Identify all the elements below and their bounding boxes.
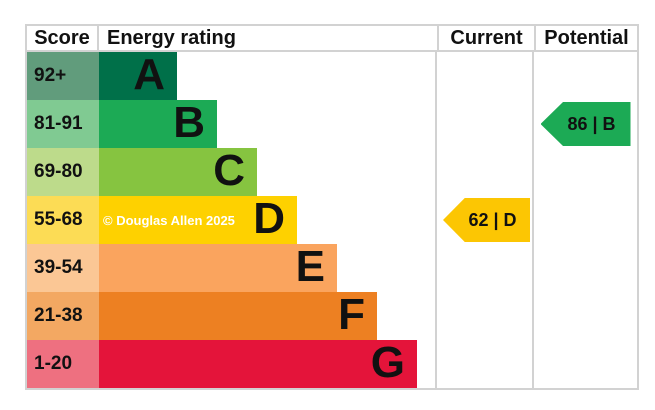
energy-bar-cell: B <box>99 100 437 148</box>
energy-bar: G <box>99 340 417 388</box>
band-letter: B <box>173 98 205 147</box>
potential-cell <box>534 340 637 388</box>
header-current: Current <box>437 26 534 50</box>
current-cell <box>437 52 534 100</box>
band-letter: D <box>253 194 285 243</box>
energy-bar: C <box>99 148 257 196</box>
band-letter: F <box>338 290 365 339</box>
potential-rating-label: 86 | B <box>567 113 616 134</box>
current-cell: 62 | D <box>437 196 534 244</box>
score-range: 39-54 <box>27 244 99 292</box>
energy-bar-cell: F <box>99 292 437 340</box>
band-row: 92+ A <box>27 52 637 100</box>
band-row: 21-38 F <box>27 292 637 340</box>
band-row: 81-91 B 86 | B <box>27 100 637 148</box>
energy-bar-cell: E <box>99 244 437 292</box>
copyright-watermark: © Douglas Allen 2025 <box>103 212 235 228</box>
energy-bar-cell: G <box>99 340 437 388</box>
band-letter: E <box>295 242 325 291</box>
score-range: 69-80 <box>27 148 99 196</box>
epc-rating-table: Score Energy rating Current Potential 92… <box>25 24 639 390</box>
energy-bar-cell: © Douglas Allen 2025 D <box>99 196 437 244</box>
energy-bar: B <box>99 100 217 148</box>
potential-cell <box>534 196 637 244</box>
potential-cell: 86 | B <box>534 100 637 148</box>
score-range: 1-20 <box>27 340 99 388</box>
score-range: 81-91 <box>27 100 99 148</box>
band-letter: A <box>133 50 165 99</box>
potential-cell <box>534 292 637 340</box>
table-header-row: Score Energy rating Current Potential <box>27 26 637 52</box>
energy-bar-cell: C <box>99 148 437 196</box>
score-range: 92+ <box>27 52 99 100</box>
energy-bar: © Douglas Allen 2025 D <box>99 196 297 244</box>
current-cell <box>437 244 534 292</box>
potential-cell <box>534 148 637 196</box>
current-rating-arrow: 62 | D <box>443 198 530 242</box>
potential-cell <box>534 244 637 292</box>
potential-cell <box>534 52 637 100</box>
energy-bar: F <box>99 292 377 340</box>
band-letter: C <box>213 146 245 195</box>
band-row: 39-54 E <box>27 244 637 292</box>
current-cell <box>437 340 534 388</box>
potential-rating-arrow: 86 | B <box>540 102 631 146</box>
band-row: 55-68 © Douglas Allen 2025 D 62 | D <box>27 196 637 244</box>
energy-bar-cell: A <box>99 52 437 100</box>
current-cell <box>437 292 534 340</box>
current-cell <box>437 148 534 196</box>
energy-bar: E <box>99 244 337 292</box>
score-range: 21-38 <box>27 292 99 340</box>
current-rating-label: 62 | D <box>468 209 517 230</box>
header-energy-rating: Energy rating <box>107 27 236 49</box>
band-rows: 92+ A 81-91 B 86 | B 69-80 C <box>27 52 637 388</box>
band-row: 1-20 G <box>27 340 637 388</box>
score-range: 55-68 <box>27 196 99 244</box>
header-score: Score <box>27 26 99 50</box>
band-row: 69-80 C <box>27 148 637 196</box>
energy-bar: A <box>99 52 177 100</box>
band-letter: G <box>370 338 405 387</box>
header-potential: Potential <box>534 26 637 50</box>
current-cell <box>437 100 534 148</box>
